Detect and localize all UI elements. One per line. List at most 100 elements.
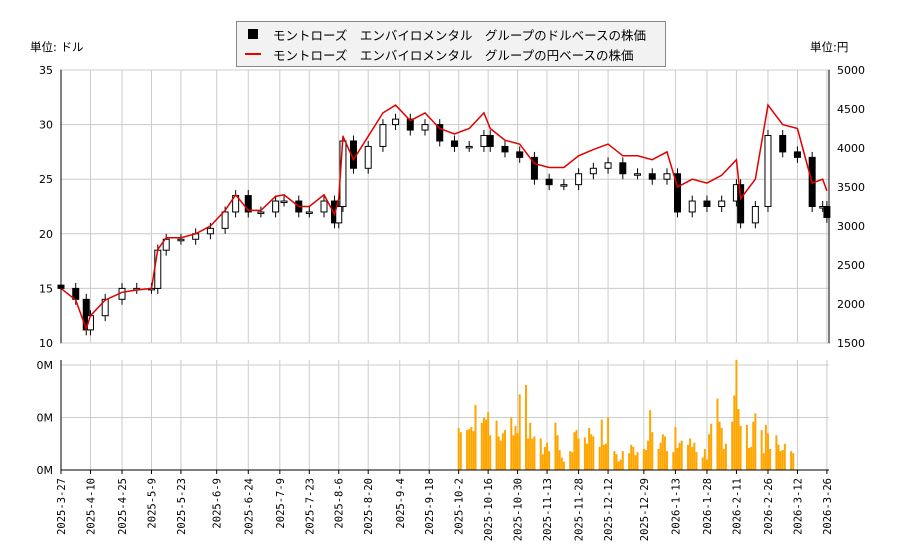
candle-body xyxy=(764,135,772,208)
volume-bar xyxy=(689,438,692,470)
volume-bar xyxy=(775,435,778,470)
volume-bar xyxy=(529,422,532,470)
y-tick-left: 35 xyxy=(39,64,53,77)
volume-bar xyxy=(548,451,551,470)
volume-bar xyxy=(724,443,727,470)
volume-bar xyxy=(754,413,757,470)
candle-body xyxy=(465,145,473,149)
volume-bar xyxy=(510,417,513,470)
volume-bar xyxy=(665,451,668,470)
volume-bar xyxy=(482,417,485,470)
candle-body xyxy=(280,200,288,204)
candle-body xyxy=(530,156,538,180)
x-tick-label: 2026-1-13 xyxy=(670,478,682,535)
y-tick-right: 3000 xyxy=(837,220,865,233)
volume-bar xyxy=(762,453,765,470)
x-tick-label: 2025-3-27 xyxy=(56,478,68,535)
volume-bar xyxy=(693,442,696,470)
volume-bar xyxy=(556,435,559,470)
candle-body xyxy=(154,249,162,289)
volume-bar xyxy=(514,425,517,470)
volume-bar xyxy=(457,428,460,470)
volume-bar xyxy=(558,450,561,470)
x-tick-label: 2025-5-9 xyxy=(146,478,158,529)
x-tick-label: 2025-11-13 xyxy=(542,478,554,541)
x-tick-label: 2025-9-18 xyxy=(424,478,436,535)
y-tick-left: 15 xyxy=(39,282,53,295)
candle-body xyxy=(392,118,400,126)
volume-bar xyxy=(678,442,681,470)
volume-bar xyxy=(760,430,763,470)
volume-bar xyxy=(657,449,660,470)
volume-bar xyxy=(672,452,675,470)
candle-body xyxy=(619,162,627,175)
legend-jpy-label: モントローズ エンバイロメンタル グループの円ベースの株価 xyxy=(273,47,634,63)
candle-body xyxy=(450,140,458,147)
x-tick-label: 2025-5-23 xyxy=(176,478,188,535)
candle-body xyxy=(272,200,280,213)
volume-bar xyxy=(525,384,528,470)
volume-bar xyxy=(604,443,607,470)
volume-bar xyxy=(792,453,795,470)
volume-bar xyxy=(695,452,698,470)
candle-body xyxy=(486,135,494,147)
x-tick-label: 2026-3-26 xyxy=(822,478,834,535)
volume-bar xyxy=(703,449,706,470)
x-tick-label: 2025-6-9 xyxy=(212,478,224,529)
usd-marker-icon xyxy=(248,29,258,39)
volume-bar xyxy=(737,409,740,470)
candle-body xyxy=(501,145,509,153)
volume-bar xyxy=(588,428,591,470)
volume-bar xyxy=(598,446,601,470)
volume-bar xyxy=(516,433,519,470)
volume-bar xyxy=(560,457,563,470)
volume-bar xyxy=(531,438,534,470)
volume-bar xyxy=(590,434,593,470)
volume-bar xyxy=(705,459,708,470)
volume-bar xyxy=(790,451,793,470)
volume-bar xyxy=(644,450,647,470)
volume-bar xyxy=(651,432,654,470)
volume-bar xyxy=(718,421,721,470)
volume-bar xyxy=(687,444,690,470)
x-tick-label: 2025-12-29 xyxy=(639,478,651,541)
volume-bar xyxy=(617,461,620,470)
x-tick-label: 2025-8-20 xyxy=(363,478,375,535)
volume-bar xyxy=(497,436,500,470)
volume-bar xyxy=(766,433,769,470)
volume-bar xyxy=(503,430,506,470)
volume-bar xyxy=(495,420,498,470)
volume-bar xyxy=(541,454,544,470)
volume-bar xyxy=(748,447,751,470)
x-tick-label: 2025-10-16 xyxy=(483,478,495,541)
volume-bar xyxy=(769,449,772,470)
volume-bar xyxy=(722,449,725,470)
candle-body xyxy=(305,211,313,214)
volume-bar xyxy=(632,446,635,470)
candle-body xyxy=(793,151,801,158)
volume-bar xyxy=(607,417,610,470)
volume-bar xyxy=(518,394,521,470)
volume-bar xyxy=(480,422,483,470)
volume-bar xyxy=(485,419,488,470)
candle-body xyxy=(162,238,170,251)
volume-bar xyxy=(649,410,652,470)
candle-body xyxy=(634,173,642,176)
candle-body xyxy=(320,200,328,213)
candle-body xyxy=(575,173,583,186)
volume-bar xyxy=(708,434,711,470)
volume-bar xyxy=(745,424,748,470)
volume-bar xyxy=(539,438,542,470)
candle-body xyxy=(604,162,612,169)
volume-bar xyxy=(470,426,473,470)
volume-bar xyxy=(466,430,469,470)
candle-body xyxy=(560,184,568,187)
volume-bar xyxy=(680,440,683,470)
volume-bar xyxy=(661,434,664,470)
volume-bar xyxy=(573,432,576,470)
volume-bar xyxy=(642,449,645,470)
volume-y-tick: 0M xyxy=(37,359,54,372)
legend-usd-label: モントローズ エンバイロメンタル グループのドルベースの株価 xyxy=(273,27,647,43)
x-tick-label: 2025-10-2 xyxy=(454,478,466,535)
candle-body xyxy=(737,184,745,224)
